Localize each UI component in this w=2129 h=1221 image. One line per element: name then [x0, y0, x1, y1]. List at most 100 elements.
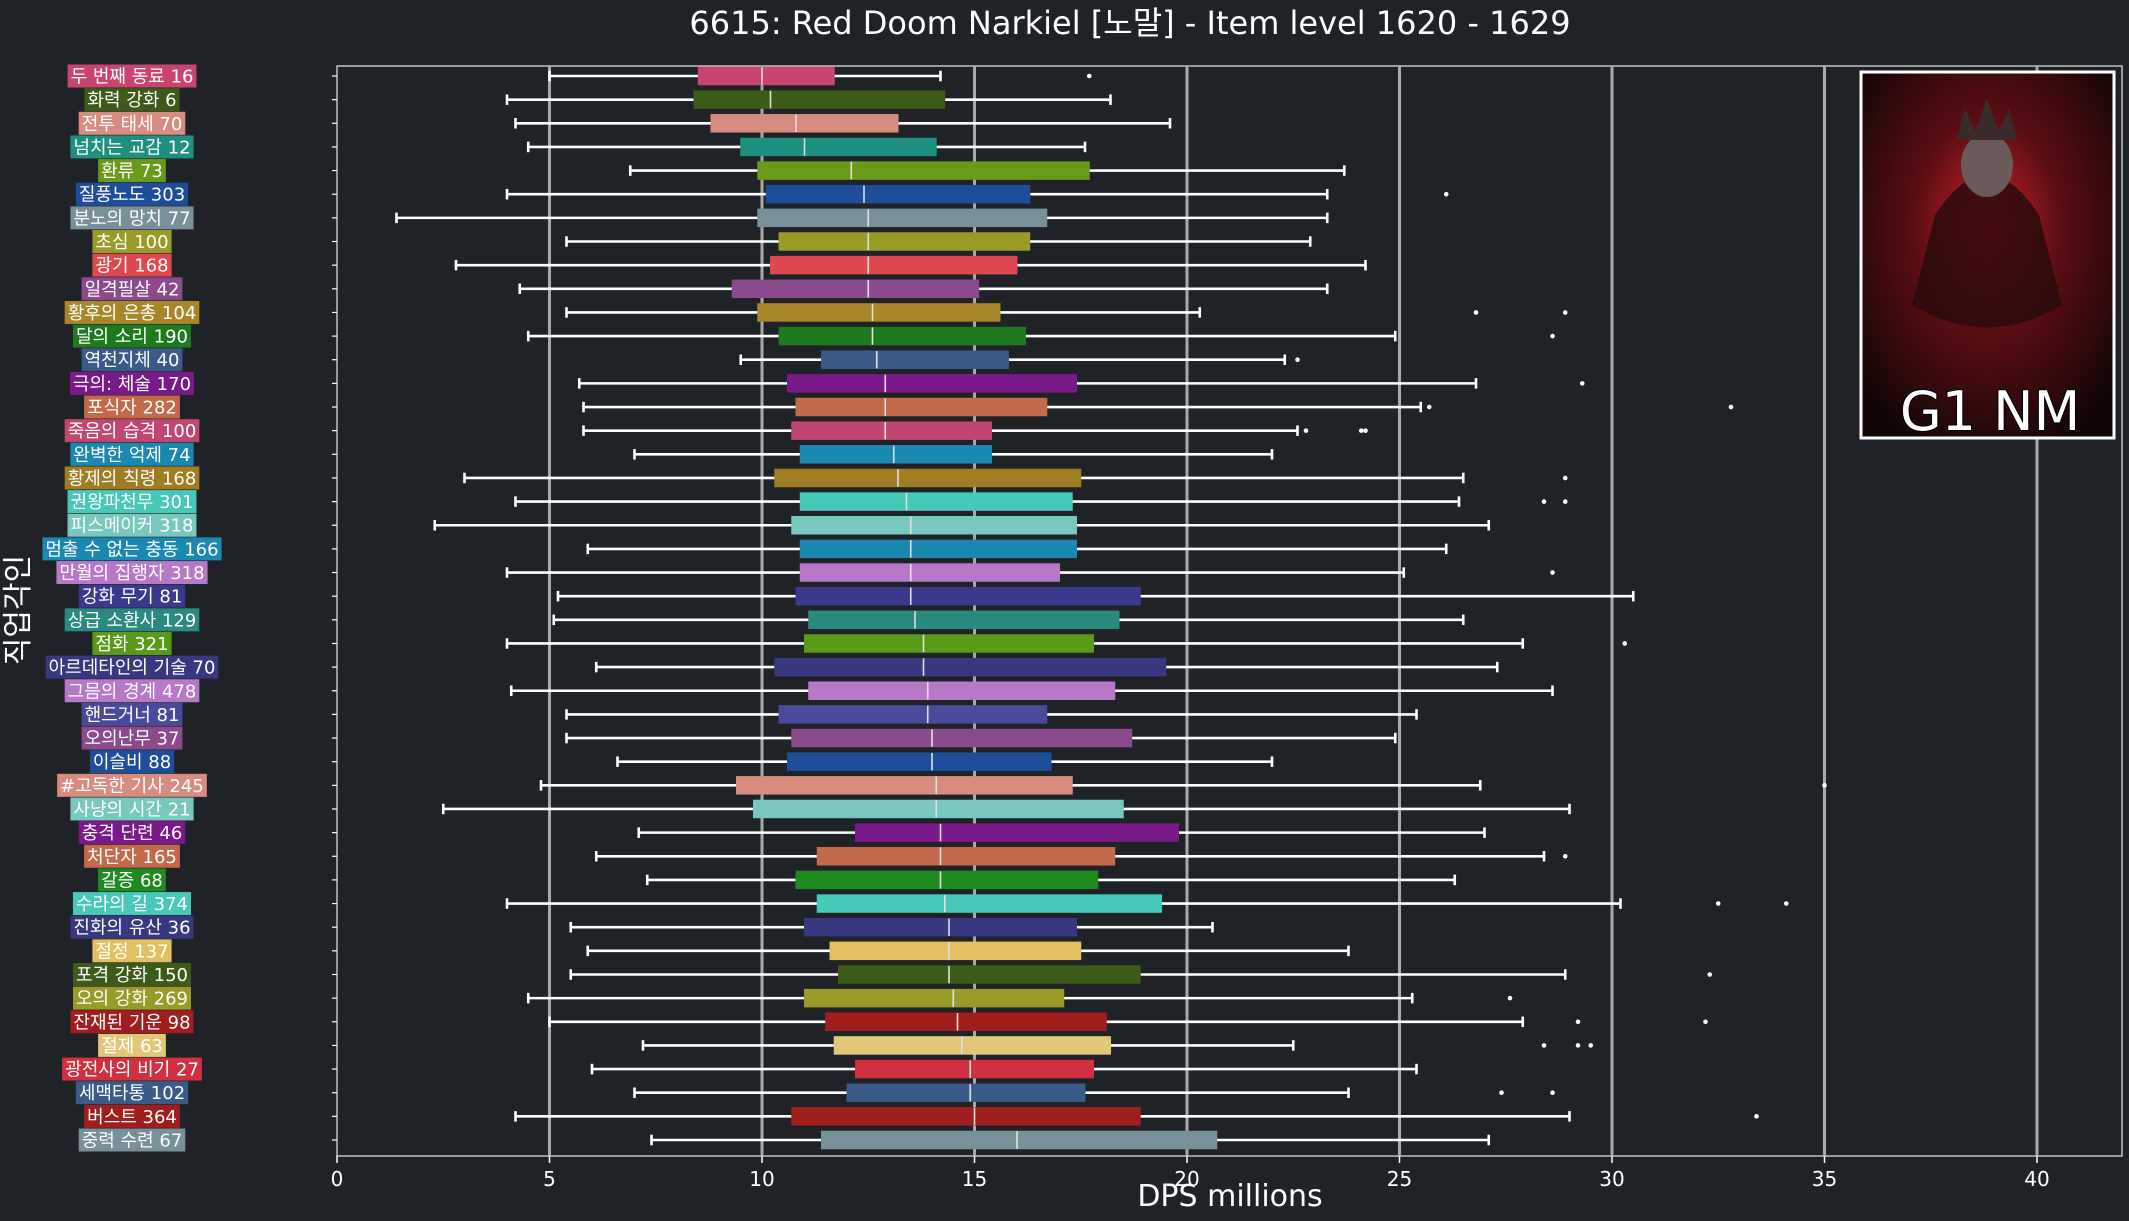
box-22: [556, 586, 1635, 606]
y-label-17: 황제의 칙령 168: [68, 468, 197, 489]
outlier-1: [1783, 901, 1789, 906]
outlier-0: [1579, 381, 1585, 386]
y-label-bg-14: [84, 395, 180, 419]
y-label-bg-24: [92, 631, 172, 655]
outlier-0: [1295, 357, 1300, 363]
y-label-37: 절정 137: [95, 941, 168, 962]
y-label-bg-16: [70, 442, 194, 466]
portrait-head: [1961, 133, 2013, 197]
y-label-25: 아르데타인의 기술 70: [49, 658, 216, 679]
y-label-20: 멈출 수 없는 충동 166: [45, 539, 218, 560]
x-tick-label-8: 40: [2024, 1167, 2049, 1191]
x-tick-label-4: 20: [1174, 1167, 1199, 1191]
y-label-4: 환류 73: [101, 161, 163, 182]
x-tick-label-0: 0: [331, 1167, 344, 1191]
chart-title: 6615: Red Doom Narkiel [노말] - Item level…: [689, 4, 1570, 42]
box-iqr: [791, 421, 992, 440]
y-label-22: 강화 무기 81: [82, 587, 183, 608]
outlier-2: [1588, 1043, 1594, 1048]
y-label-23: 상급 소환사 129: [68, 610, 197, 631]
y-label-bg-34: [98, 868, 166, 892]
portrait-crown: [1957, 98, 2017, 140]
box-iqr: [753, 799, 1124, 819]
y-label-bg-8: [92, 253, 172, 277]
y-label-41: 절제 63: [101, 1036, 163, 1057]
x-axis-ticks: 0 5 10 15 20 25 30 35 40: [331, 1156, 2050, 1191]
box-13: [577, 374, 1585, 393]
outlier-0: [1086, 73, 1092, 79]
y-label-38: 포격 강화 150: [76, 965, 188, 986]
y-label-bg-17: [64, 466, 200, 490]
y-label-bg-5: [75, 182, 189, 206]
box-iqr: [855, 1059, 1094, 1079]
y-label-bg-28: [81, 726, 183, 750]
y-label-8: 광기 168: [95, 256, 168, 277]
y-label-16: 완벽한 억제 74: [73, 445, 190, 466]
box-iqr: [838, 965, 1141, 984]
box-32: [637, 823, 1486, 842]
box-iqr: [821, 350, 1009, 369]
box-iqr: [778, 705, 1048, 724]
y-label-bg-31: [70, 797, 194, 821]
outlier-2: [1363, 428, 1368, 433]
y-label-10: 황후의 은총 104: [68, 303, 197, 324]
box-42: [590, 1059, 1418, 1079]
y-label-bg-6: [70, 206, 194, 230]
box-iqr: [774, 468, 1082, 488]
y-label-45: 중력 수련 67: [82, 1131, 183, 1152]
box-29: [616, 752, 1274, 771]
box-8: [454, 255, 1367, 275]
y-label-27: 핸드거너 81: [85, 705, 180, 726]
box-21: [505, 563, 1555, 582]
box-10: [565, 303, 1568, 322]
y-label-bg-38: [72, 962, 192, 986]
y-label-36: 진화의 유산 36: [73, 918, 190, 939]
x-axis-label: DPS millions: [1137, 1179, 1322, 1214]
box-iqr: [799, 563, 1060, 582]
y-label-bg-19: [67, 513, 197, 537]
y-label-39: 오의 강화 269: [76, 989, 188, 1010]
box-9: [518, 279, 1329, 299]
box-15: [582, 421, 1368, 440]
y-label-bg-27: [81, 702, 183, 726]
y-label-1: 화력 강화 6: [87, 90, 176, 111]
y-label-bg-41: [98, 1033, 166, 1057]
box-36: [569, 917, 1214, 937]
y-label-bg-30: [57, 773, 207, 797]
y-label-bg-4: [98, 159, 166, 183]
box-16: [633, 445, 1274, 464]
y-label-bg-23: [64, 608, 200, 632]
box-iqr: [795, 870, 1099, 890]
y-label-3: 넘치는 교감 12: [73, 137, 190, 158]
outlier-0: [1575, 1019, 1581, 1025]
box-iqr: [787, 752, 1052, 771]
box-iqr: [808, 610, 1120, 630]
box-iqr: [846, 1083, 1086, 1102]
x-tick-label-6: 30: [1599, 1167, 1624, 1191]
outlier-1: [1562, 310, 1568, 315]
x-tick-label-2: 10: [749, 1167, 774, 1191]
outlier-0: [1443, 191, 1449, 197]
box-18: [514, 492, 1568, 511]
box-14: [582, 397, 1734, 417]
y-label-44: 버스트 364: [87, 1107, 177, 1128]
box-iqr: [816, 894, 1162, 913]
boss-portrait: G1 NM: [1859, 70, 2116, 444]
y-label-bg-37: [92, 939, 172, 963]
y-label-6: 분노의 망치 77: [73, 208, 190, 229]
y-label-40: 잔재된 기운 98: [73, 1012, 190, 1033]
outlier-1: [1703, 1019, 1708, 1025]
y-label-42: 광전사의 비기 27: [65, 1060, 199, 1081]
y-label-bg-18: [67, 490, 197, 514]
y-label-18: 권왕파천무 301: [71, 492, 194, 513]
box-iqr: [795, 397, 1048, 417]
outlier-0: [1707, 972, 1713, 977]
y-label-34: 갈증 68: [101, 870, 163, 891]
box-34: [645, 870, 1457, 890]
box-iqr: [740, 137, 937, 157]
box-30: [539, 776, 1827, 795]
box-33: [594, 847, 1568, 866]
box-iqr: [829, 941, 1082, 961]
box-iqr: [791, 728, 1133, 748]
